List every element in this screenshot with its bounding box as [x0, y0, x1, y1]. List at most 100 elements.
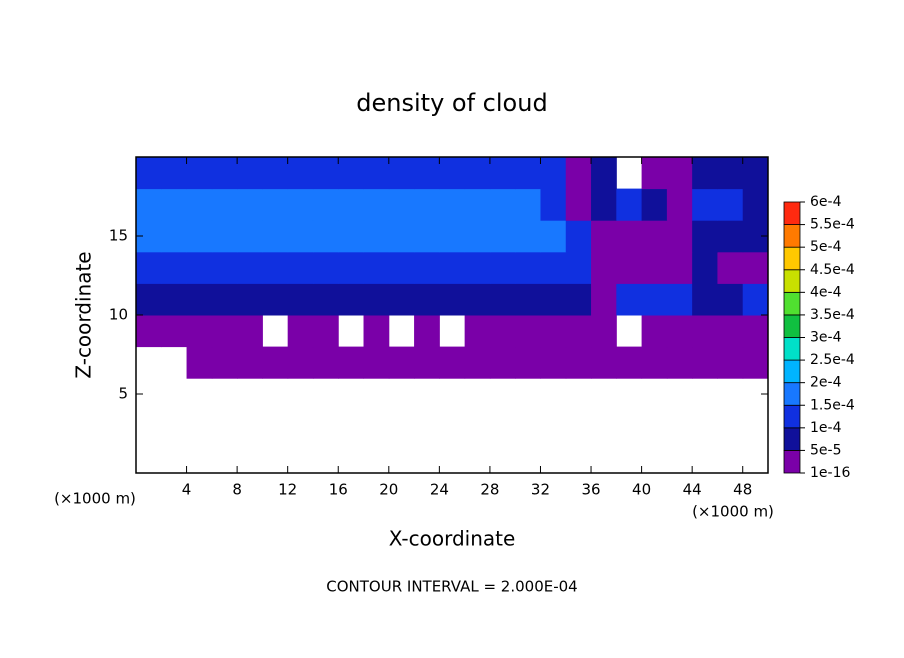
contour-cell: [464, 157, 491, 190]
contour-cell: [388, 346, 415, 379]
contour-cell: [312, 346, 339, 379]
colorbar-box: [783, 359, 801, 384]
contour-cell: [666, 315, 693, 348]
contour-cell: [338, 251, 365, 284]
contour-cell: [666, 283, 693, 316]
contour-cell: [211, 157, 238, 190]
x-tick-label: 24: [430, 481, 449, 499]
contour-cell: [211, 346, 238, 379]
contour-cell: [717, 315, 744, 348]
contour-cell: [515, 251, 541, 284]
contour-cell: [161, 251, 188, 284]
contour-cell: [742, 346, 769, 379]
contour-cell: [136, 283, 162, 316]
contour-cell: [211, 315, 238, 348]
contour-cell: [489, 283, 516, 316]
x-tick-label: 48: [733, 481, 752, 499]
contour-cell: [338, 283, 365, 316]
colorbar-box: [783, 427, 801, 451]
contour-cell: [186, 283, 213, 316]
contour-cell: [515, 157, 541, 190]
contour-cell: [692, 220, 718, 253]
colorbar-label: 4.5e-4: [810, 262, 855, 278]
contour-cell: [363, 251, 390, 284]
contour-cell: [312, 315, 339, 348]
contour-cell: [692, 315, 718, 348]
contour-cell: [287, 315, 314, 348]
contour-cell: [186, 157, 213, 190]
x-unit: (×1000 m): [692, 503, 774, 521]
contour-cell: [666, 157, 693, 190]
contour-cell: [439, 188, 466, 221]
x-tick-label: 44: [683, 481, 702, 499]
contour-cell: [237, 346, 263, 379]
colorbar-label: 6e-4: [810, 194, 842, 210]
contour-cell: [186, 315, 213, 348]
contour-cell: [540, 157, 567, 190]
colorbar-box: [783, 201, 801, 225]
y-axis-label: Z-coordinate: [72, 251, 96, 378]
contour-cell: [540, 251, 567, 284]
x-tick-label: 40: [632, 481, 651, 499]
contour-cell: [363, 157, 390, 190]
contour-cell: [161, 315, 188, 348]
contour-cell: [641, 188, 668, 221]
contour-cell: [666, 346, 693, 379]
contour-cell: [515, 283, 541, 316]
contour-cell: [742, 157, 769, 190]
colorbar-label: 2e-4: [810, 375, 842, 391]
contour-cell: [692, 346, 718, 379]
contour-cell: [616, 220, 643, 253]
contour-cell: [540, 283, 567, 316]
contour-cell: [287, 251, 314, 284]
contour-cell: [237, 251, 263, 284]
contour-cell: [641, 315, 668, 348]
contour-cell: [136, 188, 162, 221]
contour-cell: [717, 188, 744, 221]
contour-cell: [616, 346, 643, 379]
contour-cell: [439, 220, 466, 253]
contour-cell: [262, 157, 289, 190]
contour-cell: [262, 220, 289, 253]
contour-cell: [540, 346, 567, 379]
contour-cell: [136, 251, 162, 284]
contour-cell: [489, 251, 516, 284]
colorbar-box: [783, 224, 801, 248]
contour-cell: [692, 157, 718, 190]
colorbar-label: 4e-4: [810, 284, 842, 300]
contour-cell: [211, 251, 238, 284]
contour-cell: [540, 188, 567, 221]
contour-cell: [363, 188, 390, 221]
contour-cell: [237, 315, 263, 348]
contour-cell: [262, 251, 289, 284]
contour-cell: [363, 315, 390, 348]
contour-cell: [565, 188, 592, 221]
contour-cell: [489, 220, 516, 253]
contour-cell: [388, 157, 415, 190]
contour-cell: [414, 283, 440, 316]
contour-cell: [414, 188, 440, 221]
contour-cell: [565, 251, 592, 284]
contour-cell: [565, 283, 592, 316]
contour-cell: [742, 188, 769, 221]
contour-cell: [489, 188, 516, 221]
contour-cell: [237, 220, 263, 253]
colorbar-label: 1.5e-4: [810, 397, 855, 413]
contour-cell: [717, 346, 744, 379]
contour-cell: [312, 220, 339, 253]
y-tick-label: 15: [109, 227, 128, 245]
y-tick-label: 5: [118, 385, 128, 403]
contour-cell: [616, 283, 643, 316]
contour-cell: [717, 220, 744, 253]
contour-cell: [388, 188, 415, 221]
contour-cell: [692, 283, 718, 316]
contour-cell: [641, 346, 668, 379]
contour-cell: [161, 220, 188, 253]
contour-cell: [136, 315, 162, 348]
contour-cell: [388, 220, 415, 253]
contour-cell: [742, 315, 769, 348]
colorbar-box: [783, 269, 801, 293]
contour-cell: [464, 188, 491, 221]
contour-cell: [540, 315, 567, 348]
contour-cell: [464, 315, 491, 348]
